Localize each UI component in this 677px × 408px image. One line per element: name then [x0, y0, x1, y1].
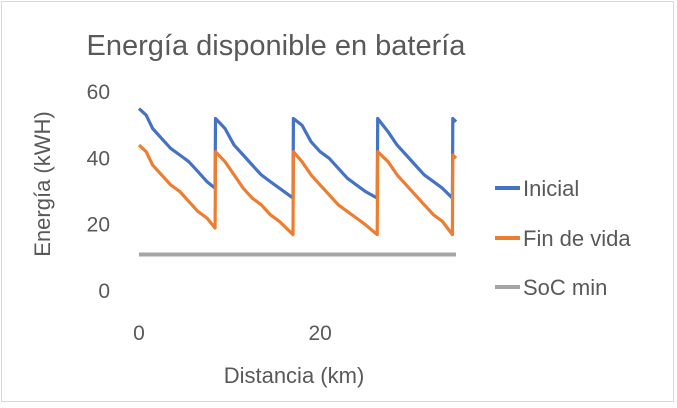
y-axis-label: Energía (kWH): [30, 111, 55, 256]
x-tick-label: 0: [133, 322, 145, 345]
legend: Inicial Fin de vida SoC min: [495, 176, 631, 300]
x-tick-labels: 0 20: [133, 322, 332, 345]
y-tick-labels: 0 20 40 60: [87, 81, 110, 303]
y-tick-label: 20: [87, 214, 110, 237]
y-tick-label: 0: [98, 280, 110, 303]
legend-label-fin-de-vida: Fin de vida: [523, 226, 631, 251]
x-axis-label: Distancia (km): [224, 363, 365, 388]
chart-title: Energía disponible en batería: [87, 30, 467, 62]
series-lines: [137, 107, 458, 257]
legend-label-soc-min: SoC min: [523, 275, 607, 300]
series-line-fin-de-vida: [137, 143, 458, 237]
y-tick-label: 40: [87, 147, 110, 170]
series-line-inicial: [137, 107, 458, 200]
x-tick-label: 20: [308, 322, 331, 345]
legend-label-inicial: Inicial: [523, 176, 579, 201]
y-tick-label: 60: [87, 81, 110, 104]
energy-chart: Energía disponible en batería Energía (k…: [30, 30, 631, 388]
chart-area: Energía disponible en batería Energía (k…: [1, 1, 674, 402]
